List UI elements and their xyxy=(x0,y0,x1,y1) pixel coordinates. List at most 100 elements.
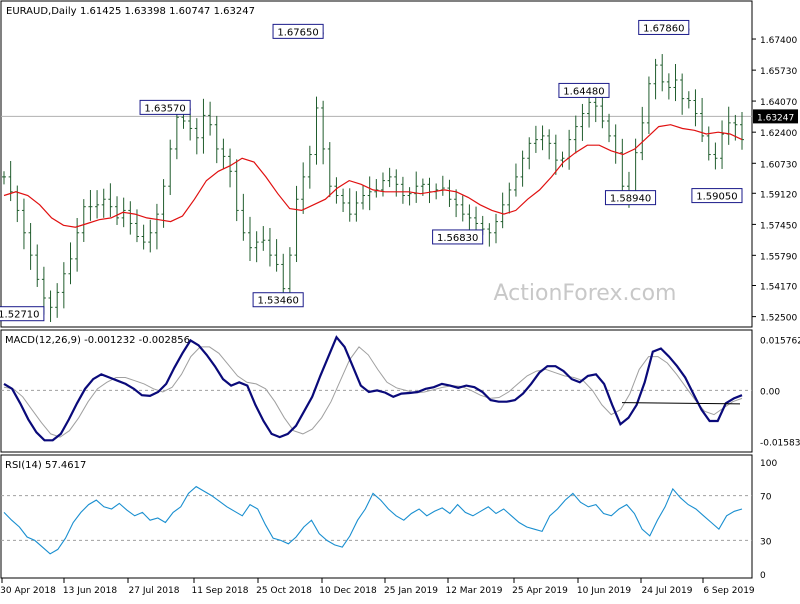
price-bar xyxy=(267,227,272,267)
price-annotation: 1.64480 xyxy=(558,82,610,98)
price-bar xyxy=(307,145,312,189)
price-bar xyxy=(248,216,252,262)
rsi-panel-frame xyxy=(0,454,753,579)
price-bar xyxy=(314,96,319,165)
y-tick-label: 1.64070 xyxy=(760,98,797,108)
y-tick-label: 1.65730 xyxy=(760,67,797,77)
macd-title: MACD(12,26,9) -0.001232 -0.002856 xyxy=(5,335,190,346)
macd-panel-frame xyxy=(0,329,753,453)
price-bar xyxy=(221,138,226,169)
y-tick-label: 1.59120 xyxy=(760,190,797,200)
price-bar xyxy=(380,172,385,197)
price-bar xyxy=(553,134,558,175)
price-bar xyxy=(414,171,419,203)
price-bar xyxy=(494,213,498,244)
y-tick-label: 1.52500 xyxy=(760,314,797,324)
price-bar xyxy=(361,185,366,210)
price-bar xyxy=(214,115,219,164)
price-bar xyxy=(115,196,120,225)
price-bar xyxy=(141,224,146,250)
price-bar xyxy=(693,89,698,127)
price-bar xyxy=(646,76,651,135)
macd-signal-line xyxy=(3,346,743,438)
price-bar xyxy=(547,129,552,160)
x-tick-label: 25 Oct 2018 xyxy=(256,586,312,596)
price-bar xyxy=(513,163,518,197)
price-bar xyxy=(15,185,20,223)
price-bar xyxy=(567,129,572,170)
price-bar xyxy=(61,262,66,309)
rsi-y-tick-label: 30 xyxy=(760,537,772,547)
rsi-y-tick-label: 100 xyxy=(760,459,777,469)
price-bar xyxy=(128,201,133,235)
watermark-text: ActionForex.com xyxy=(494,281,677,306)
price-annotation: 1.58940 xyxy=(604,190,657,206)
x-tick-label: 30 Apr 2018 xyxy=(0,586,56,596)
annotation-label: 1.67650 xyxy=(277,27,318,38)
price-bar xyxy=(48,290,53,323)
price-annotation: 1.53460 xyxy=(252,292,304,308)
price-bar xyxy=(68,242,73,285)
y-tick-label: 1.62400 xyxy=(760,129,797,139)
macd-layer xyxy=(1,335,752,442)
price-annotation: 1.52710 xyxy=(0,306,45,322)
price-bar xyxy=(161,179,166,228)
price-bar xyxy=(387,167,392,188)
price-panel-frame xyxy=(0,0,753,328)
price-annotation: 1.67860 xyxy=(638,19,690,35)
price-bar xyxy=(154,203,159,250)
price-bar xyxy=(680,73,685,115)
rsi-y-tick-label: 0 xyxy=(760,571,766,581)
price-bar xyxy=(254,231,259,263)
y-tick-label: 1.55790 xyxy=(760,252,797,262)
price-bar xyxy=(261,226,266,251)
price-bar xyxy=(35,244,40,287)
price-bar xyxy=(208,101,213,136)
price-bar xyxy=(81,199,86,242)
moving-average-line xyxy=(3,124,743,228)
price-bar xyxy=(580,103,585,141)
x-tick-label: 12 Mar 2019 xyxy=(445,586,502,596)
rsi-title: RSI(14) 57.4617 xyxy=(5,460,86,471)
price-bar xyxy=(460,195,465,222)
price-bar xyxy=(374,179,379,198)
price-bar xyxy=(241,193,246,241)
price-bar xyxy=(686,91,691,109)
price-bar xyxy=(334,177,339,204)
price-bar xyxy=(148,219,153,253)
x-tick-label: 10 Jun 2019 xyxy=(577,586,631,596)
price-bar xyxy=(487,223,492,247)
price-bar xyxy=(234,159,239,222)
price-bar xyxy=(467,204,472,232)
macd-line xyxy=(3,335,743,442)
price-bar xyxy=(673,63,678,102)
annotation-label: 1.52710 xyxy=(0,310,40,321)
chart-symbol: EURAUD,Daily xyxy=(6,6,77,17)
price-bar xyxy=(540,125,545,151)
y-tick-label: 1.57450 xyxy=(760,221,797,231)
price-bar xyxy=(560,151,565,168)
price-bar xyxy=(507,182,512,214)
x-tick-label: 24 Jul 2019 xyxy=(642,586,693,596)
price-bar xyxy=(194,118,199,155)
price-bar xyxy=(201,98,206,154)
macd-y-tick-label: 0.00 xyxy=(760,387,780,397)
annotation-label: 1.56830 xyxy=(437,233,478,244)
y-tick-label: 1.54170 xyxy=(760,283,797,293)
macd-y-tick-label: 0.015762 xyxy=(760,337,800,347)
price-annotation: 1.63570 xyxy=(139,99,191,115)
price-bar xyxy=(228,148,233,188)
price-bar xyxy=(168,139,173,195)
price-bar xyxy=(274,239,279,272)
price-bar xyxy=(533,125,538,153)
x-tick-label: 10 Dec 2018 xyxy=(319,586,377,596)
price-annotation: 1.56830 xyxy=(432,229,484,245)
price-bar xyxy=(440,175,445,196)
price-bar xyxy=(407,187,412,206)
price-bar xyxy=(740,111,744,150)
price-bar xyxy=(287,247,292,298)
price-bar xyxy=(706,126,711,161)
price-bar xyxy=(341,188,346,213)
x-tick-label: 25 Jan 2019 xyxy=(384,586,438,596)
price-bar xyxy=(400,176,405,204)
